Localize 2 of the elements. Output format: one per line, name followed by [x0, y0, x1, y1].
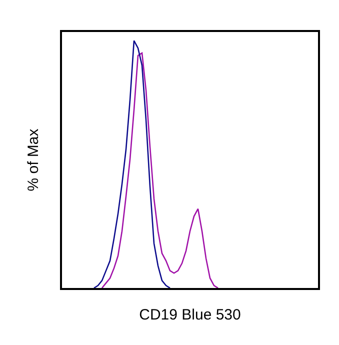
y-axis-title: % of Max — [25, 128, 42, 192]
x-axis-title: CD19 Blue 530 — [139, 306, 241, 324]
